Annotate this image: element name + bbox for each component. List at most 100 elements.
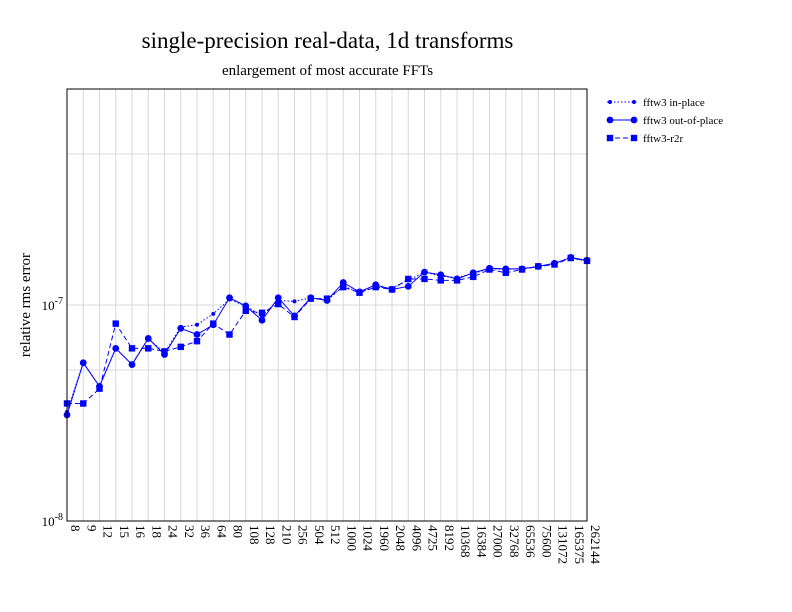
data-point-fftw3-r2r <box>275 300 282 308</box>
data-point-fftw3-r2r <box>567 254 574 262</box>
data-point-fftw3-out-of-place <box>274 294 282 302</box>
x-tick-label: 1000 <box>344 525 359 551</box>
x-tick-label: 32 <box>182 525 197 538</box>
data-point-fftw3-out-of-place <box>79 359 87 367</box>
legend: fftw3 in-place fftw3 out-of-place fftw3-r2… <box>606 97 723 145</box>
data-point-fftw3-r2r <box>177 343 184 351</box>
x-tick-label: 12 <box>101 525 116 538</box>
data-point-fftw3-out-of-place <box>226 294 233 302</box>
legend-label: fftw3 out-of-place <box>643 115 723 127</box>
data-point-fftw3-r2r <box>242 307 249 315</box>
data-point-fftw3-r2r <box>356 289 363 296</box>
x-tick-label: 8 <box>68 525 83 532</box>
data-point-fftw3-r2r <box>145 345 152 352</box>
data-point-fftw3-r2r <box>161 348 168 355</box>
x-tick-label: 9 <box>84 525 99 532</box>
data-point-fftw3-r2r <box>128 345 136 352</box>
x-tick-label: 4725 <box>426 525 441 551</box>
data-point-fftw3-r2r <box>405 275 412 283</box>
x-tick-label: 64 <box>214 525 229 539</box>
x-tick-label: 80 <box>231 525 246 538</box>
data-point-legend <box>630 134 638 142</box>
legend-label: fftw3 in-place <box>643 97 705 109</box>
grid-layer <box>66 89 588 521</box>
x-tick-label: 128 <box>263 525 278 545</box>
data-point-fftw3-r2r <box>291 313 298 321</box>
x-tick-label: 256 <box>296 525 311 545</box>
data-point-fftw3-r2r <box>96 385 103 392</box>
data-point-fftw3-r2r <box>112 320 119 327</box>
data-point-fftw3-r2r <box>226 331 233 338</box>
legend-entry: fftw3 in-place <box>607 97 705 109</box>
data-point-fftw3-r2r <box>421 275 428 283</box>
data-point-legend <box>608 100 612 104</box>
data-point-fftw3-r2r <box>323 295 331 302</box>
chart-subtitle: enlargement of most accurate FFTs <box>221 63 434 79</box>
chart-title: single-precision real-data, 1d transform… <box>141 28 514 53</box>
x-tick-labels: 8 9 12 15 16 18 24 32 36 64 80 108 128 210 256 504 512 10… <box>68 525 603 565</box>
plot-frame <box>66 88 588 522</box>
data-point-fftw3-r2r <box>551 261 558 268</box>
data-point-fftw3-in-place <box>292 299 297 304</box>
series-layer <box>63 254 591 419</box>
y-tick-label: 10-7 <box>42 296 63 313</box>
data-point-fftw3-out-of-place <box>177 324 185 332</box>
x-tick-label: 2048 <box>393 525 408 551</box>
data-point-fftw3-in-place <box>211 311 216 316</box>
x-tick-label: 512 <box>328 525 343 545</box>
data-point-fftw3-out-of-place <box>404 282 412 290</box>
x-tick-label: 65536 <box>523 525 538 558</box>
data-point-legend <box>606 116 614 124</box>
data-point-fftw3-r2r <box>258 309 266 317</box>
x-tick-label: 1960 <box>377 525 392 551</box>
data-point-fftw3-out-of-place <box>421 268 428 276</box>
x-tick-label: 16384 <box>474 525 489 558</box>
data-point-fftw3-r2r <box>193 337 201 345</box>
y-tick-labels: 10-8 10-7 <box>42 296 63 529</box>
x-tick-label: 36 <box>198 525 213 539</box>
data-point-fftw3-out-of-place <box>144 335 152 342</box>
data-point-fftw3-r2r <box>388 286 396 293</box>
x-tick-label: 131072 <box>556 525 571 564</box>
x-tick-label: 210 <box>279 525 294 545</box>
y-axis-label: relative rms error <box>18 253 34 357</box>
data-point-fftw3-r2r <box>470 273 477 281</box>
legend-entry: fftw3 out-of-place <box>606 115 723 127</box>
data-point-fftw3-r2r <box>80 400 87 407</box>
y-tick-label: 10-8 <box>42 512 63 529</box>
data-point-fftw3-r2r <box>210 320 217 327</box>
x-tick-label: 4096 <box>409 525 424 552</box>
data-point-fftw3-in-place <box>195 322 199 327</box>
legend-entry: fftw3-r2r <box>606 133 683 145</box>
x-tick-label: 504 <box>312 525 327 545</box>
data-point-fftw3-r2r <box>437 277 444 284</box>
x-tick-label: 108 <box>247 525 262 545</box>
x-tick-label: 75600 <box>539 525 554 558</box>
x-tick-label: 8192 <box>442 525 457 551</box>
data-point-fftw3-r2r <box>340 283 347 291</box>
x-tick-label: 32768 <box>507 525 522 558</box>
data-point-fftw3-r2r <box>307 295 314 302</box>
data-point-fftw3-r2r <box>453 277 461 284</box>
data-point-fftw3-out-of-place <box>258 316 266 324</box>
data-point-fftw3-out-of-place <box>193 331 201 338</box>
x-tick-label: 10368 <box>458 525 473 558</box>
data-point-fftw3-r2r <box>486 266 493 273</box>
data-point-legend <box>606 134 614 142</box>
x-tick-label: 1024 <box>361 525 376 552</box>
x-tick-label: 262144 <box>588 525 603 565</box>
x-tick-label: 24 <box>166 525 181 539</box>
data-point-legend <box>630 116 638 124</box>
data-point-fftw3-r2r <box>535 263 542 270</box>
x-tick-label: 18 <box>149 525 164 538</box>
data-point-fftw3-r2r <box>502 269 509 276</box>
x-tick-label: 165375 <box>572 525 587 564</box>
data-point-fftw3-out-of-place <box>112 344 120 352</box>
data-point-fftw3-r2r <box>518 266 526 273</box>
x-tick-label: 27000 <box>491 525 506 558</box>
x-tick-label: 16 <box>133 525 148 539</box>
data-point-fftw3-out-of-place <box>437 271 445 279</box>
data-point-legend <box>632 100 636 104</box>
data-point-fftw3-out-of-place <box>128 361 136 368</box>
